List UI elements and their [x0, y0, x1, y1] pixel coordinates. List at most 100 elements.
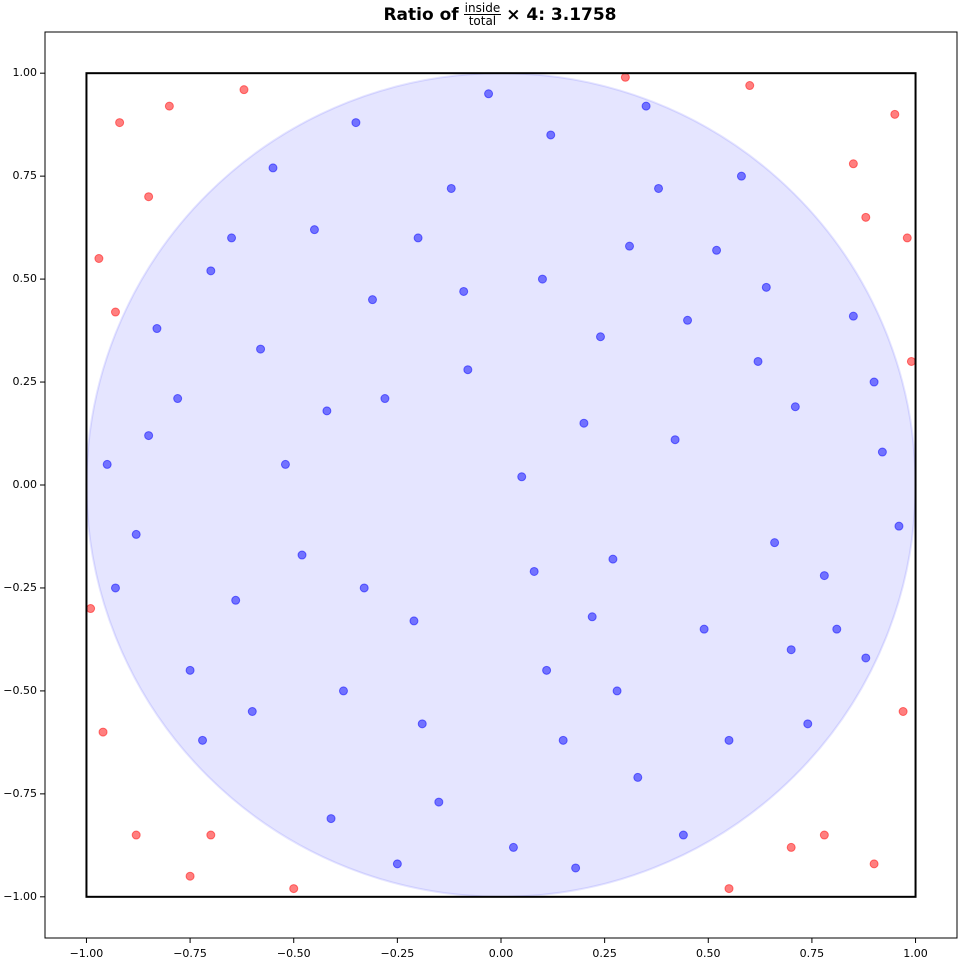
point [392, 859, 402, 869]
point [359, 583, 369, 593]
point [848, 159, 858, 169]
point [670, 435, 680, 445]
point [877, 447, 887, 457]
point [612, 686, 622, 696]
x-tick-label: −0.25 [381, 947, 415, 960]
point [861, 653, 871, 663]
point [786, 842, 796, 852]
point [595, 332, 605, 342]
y-tick-label: −0.75 [3, 787, 37, 800]
x-tick-label: −1.00 [70, 947, 104, 960]
point [848, 311, 858, 321]
point [537, 274, 547, 284]
point [620, 72, 630, 82]
x-tick-label: 1.00 [903, 947, 928, 960]
point [231, 595, 241, 605]
point [198, 735, 208, 745]
point [546, 130, 556, 140]
point [587, 612, 597, 622]
point [890, 109, 900, 119]
point [164, 101, 174, 111]
point [227, 233, 237, 243]
fraction-numerator: inside [463, 1, 502, 15]
y-tick-label: −0.50 [3, 684, 37, 697]
point [869, 377, 879, 387]
title-fraction: inside total [463, 1, 502, 28]
point [86, 604, 96, 614]
point [819, 830, 829, 840]
y-tick-label: −0.25 [3, 581, 37, 594]
x-tick-label: 0.00 [489, 947, 514, 960]
fraction-denominator: total [468, 14, 497, 28]
point [144, 192, 154, 202]
point [654, 183, 664, 193]
unit-circle [85, 72, 917, 898]
y-tick-label: 0.25 [13, 375, 38, 388]
point [579, 418, 589, 428]
point [206, 266, 216, 276]
point [558, 735, 568, 745]
point [508, 842, 518, 852]
title-suffix: × 4: 3.1758 [506, 4, 617, 25]
point [185, 665, 195, 675]
point [484, 89, 494, 99]
point [724, 735, 734, 745]
point [326, 814, 336, 824]
point [239, 85, 249, 95]
point [338, 686, 348, 696]
point [144, 431, 154, 441]
point [819, 571, 829, 581]
point [724, 884, 734, 894]
point [309, 225, 319, 235]
point [297, 550, 307, 560]
point [529, 566, 539, 576]
point [102, 459, 112, 469]
y-tick-label: 0.00 [13, 478, 38, 491]
point [832, 624, 842, 634]
point [869, 859, 879, 869]
point [417, 719, 427, 729]
point [94, 254, 104, 263]
point [409, 616, 419, 626]
point [446, 183, 456, 193]
point [110, 307, 120, 317]
chart-title: Ratio of inside total × 4: 3.1758 [0, 2, 960, 27]
point [753, 356, 763, 366]
point [894, 521, 904, 531]
point [98, 727, 108, 737]
x-tick-label: 0.25 [592, 947, 617, 960]
point [906, 356, 916, 366]
point [268, 163, 278, 173]
point [322, 406, 332, 416]
point [542, 665, 552, 675]
point [641, 101, 651, 111]
point [678, 830, 688, 840]
point [517, 472, 527, 482]
point [770, 538, 780, 548]
point [173, 394, 183, 404]
y-tick-label: 0.75 [13, 169, 38, 182]
point [131, 830, 141, 840]
point [206, 830, 216, 840]
point [633, 772, 643, 782]
point [115, 118, 125, 128]
point [786, 645, 796, 655]
point [745, 81, 755, 91]
point [380, 394, 390, 404]
y-tick-label: −1.00 [3, 890, 37, 903]
point [861, 212, 871, 222]
point [367, 295, 377, 305]
point [761, 282, 771, 292]
point [683, 315, 693, 325]
point [434, 797, 444, 807]
point [459, 286, 469, 296]
x-tick-label: 0.50 [696, 947, 721, 960]
point [152, 324, 162, 334]
x-tick-label: 0.75 [800, 947, 825, 960]
point [256, 344, 266, 354]
x-tick-label: −0.75 [173, 947, 207, 960]
point [790, 402, 800, 412]
point [289, 884, 299, 894]
